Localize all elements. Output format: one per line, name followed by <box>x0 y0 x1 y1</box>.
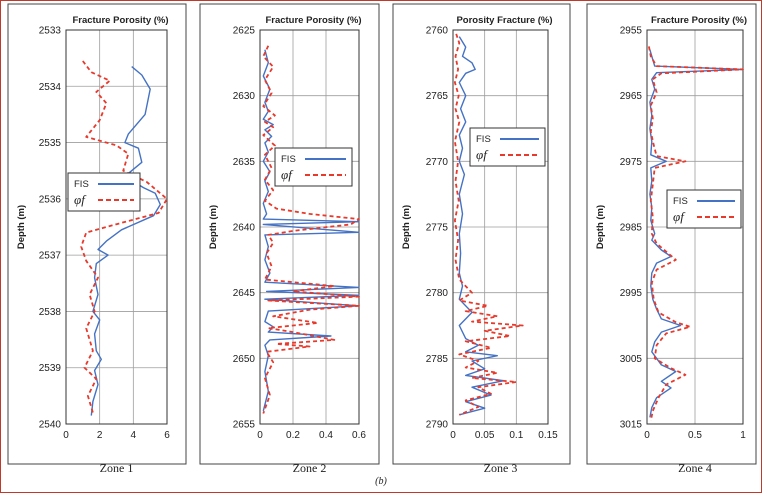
x-tick-label: 0.4 <box>319 430 333 441</box>
phi-series-line <box>80 60 168 413</box>
plot-area <box>259 29 360 425</box>
zone-label: Zone 3 <box>484 461 518 475</box>
y-tick-label: 2533 <box>39 26 62 37</box>
legend: FIS φf <box>469 127 546 167</box>
y-tick-label: 2775 <box>426 223 449 234</box>
figure-caption: (b) <box>375 476 387 487</box>
fis-series-line <box>90 66 161 416</box>
x-tick-label: 0 <box>644 430 650 441</box>
y-tick-label: 2650 <box>233 354 256 365</box>
zone-label: Zone 1 <box>100 461 134 475</box>
legend-box <box>67 172 141 212</box>
y-tick-label: 2645 <box>233 288 256 299</box>
x-tick-label: 0 <box>63 430 69 441</box>
y-tick-label: 2625 <box>233 26 256 37</box>
y-tick-label: 2655 <box>233 420 256 431</box>
y-tick-label: 2995 <box>620 288 643 299</box>
x-tick-label: 0.1 <box>509 430 523 441</box>
x-tick-label: 0.2 <box>286 430 300 441</box>
panel-frame <box>392 3 571 465</box>
y-tick-label: 2537 <box>39 251 62 262</box>
panel-frame <box>7 3 187 465</box>
legend-label-fis: FIS <box>476 134 491 145</box>
y-tick-label: 3005 <box>620 354 643 365</box>
y-tick-label: 2955 <box>620 26 643 37</box>
y-tick-label: 2539 <box>39 363 62 374</box>
x-tick-label: 0.5 <box>688 430 702 441</box>
y-tick-label: 2790 <box>426 420 449 431</box>
zone-label: Zone 2 <box>293 461 327 475</box>
legend-label-fis: FIS <box>281 154 296 165</box>
y-axis-label: Depth (m) <box>401 205 412 249</box>
legend-box <box>666 189 742 229</box>
legend-label-phi: φf <box>673 209 686 224</box>
chart-title: Fracture Porosity (%) <box>72 15 168 26</box>
legend: FIS φf <box>67 172 141 212</box>
x-tick-label: 0.6 <box>352 430 366 441</box>
y-tick-label: 2640 <box>233 223 256 234</box>
plot-area <box>65 29 168 425</box>
x-tick-label: 1 <box>740 430 746 441</box>
plot-area <box>646 29 744 425</box>
y-axis-label: Depth (m) <box>208 205 219 249</box>
legend-label-fis: FIS <box>673 196 688 207</box>
y-axis-label: Depth (m) <box>16 205 27 249</box>
fis-series-line <box>458 36 505 416</box>
phi-series-line <box>648 46 744 421</box>
y-axis-label: Depth (m) <box>595 205 606 249</box>
legend-box <box>469 127 546 167</box>
phi-series-line <box>454 33 524 416</box>
x-tick-label: 2 <box>97 430 103 441</box>
y-tick-label: 2760 <box>426 26 449 37</box>
y-tick-label: 2780 <box>426 288 449 299</box>
chart-title: Porosity Fracture (%) <box>456 15 552 26</box>
y-tick-label: 2635 <box>233 157 256 168</box>
y-tick-label: 2770 <box>426 157 449 168</box>
phi-series-line <box>262 45 360 414</box>
y-tick-label: 2975 <box>620 157 643 168</box>
x-tick-label: 6 <box>164 430 170 441</box>
y-tick-label: 3015 <box>620 420 643 431</box>
y-tick-label: 2630 <box>233 91 256 102</box>
legend: FIS φf <box>666 189 742 229</box>
chart-title: Fracture Porosity (%) <box>651 15 747 26</box>
legend-label-phi: φf <box>281 167 294 182</box>
y-tick-label: 2538 <box>39 307 62 318</box>
x-tick-label: 0.15 <box>538 430 558 441</box>
zone-label: Zone 4 <box>678 461 712 475</box>
y-tick-label: 2965 <box>620 91 643 102</box>
legend: FIS φf <box>274 147 353 187</box>
x-tick-label: 4 <box>131 430 137 441</box>
x-tick-label: 0 <box>450 430 456 441</box>
y-tick-label: 2535 <box>39 138 62 149</box>
fis-series-line <box>262 49 360 412</box>
y-tick-label: 2785 <box>426 354 449 365</box>
x-tick-label: 0.05 <box>475 430 495 441</box>
legend-box <box>274 147 353 187</box>
y-tick-label: 2985 <box>620 223 643 234</box>
legend-label-phi: φf <box>476 147 489 162</box>
y-tick-label: 2534 <box>39 82 62 93</box>
y-tick-label: 2540 <box>39 420 62 431</box>
plot-area <box>452 29 549 425</box>
legend-label-phi: φf <box>74 192 87 207</box>
fis-series-line <box>649 49 744 418</box>
chart-title: Fracture Porosity (%) <box>265 15 361 26</box>
y-tick-label: 2765 <box>426 91 449 102</box>
y-tick-label: 2536 <box>39 194 62 205</box>
panel-frame <box>586 3 757 465</box>
legend-label-fis: FIS <box>74 179 89 190</box>
x-tick-label: 0 <box>257 430 263 441</box>
